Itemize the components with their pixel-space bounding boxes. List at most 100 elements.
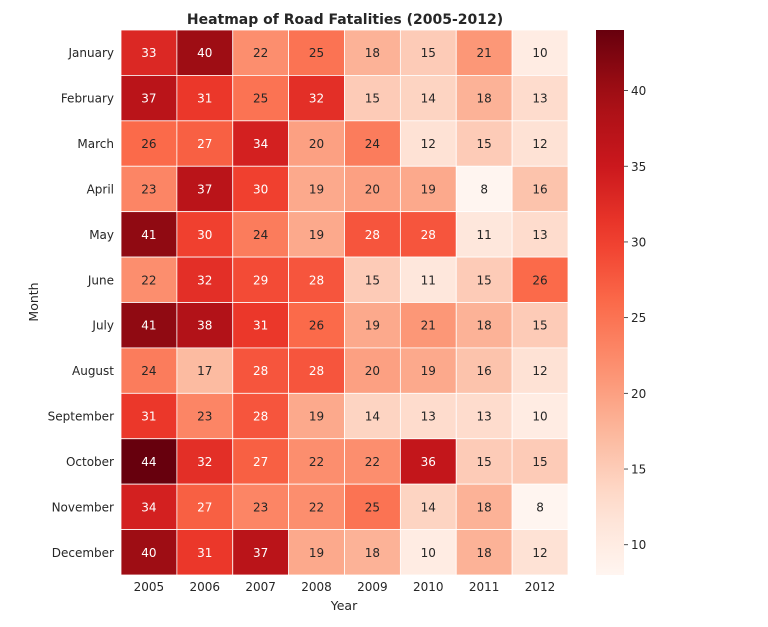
heatmap-cell	[176, 256, 234, 303]
heatmap-cell	[399, 529, 457, 576]
heatmap-cell	[288, 529, 345, 576]
cell-value-label: 14	[365, 410, 380, 424]
heatmap-cell	[288, 165, 345, 213]
y-tick-label: February	[61, 92, 114, 106]
cell-value-label: 30	[197, 228, 212, 242]
cell-value-label: 24	[141, 364, 156, 378]
heatmap-cell	[511, 29, 569, 76]
heatmap-cell	[511, 302, 569, 349]
cell-value-label: 18	[477, 500, 492, 514]
cell-value-label: 18	[477, 92, 492, 106]
x-tick-label: 2011	[469, 580, 500, 594]
cell-value-label: 13	[532, 92, 547, 106]
heatmap-cell	[176, 392, 234, 440]
cell-value-label: 22	[253, 46, 268, 60]
heatmap-cell	[176, 75, 234, 122]
heatmap-cell	[511, 120, 569, 167]
cell-value-label: 15	[365, 92, 380, 106]
heatmap-cell	[232, 438, 290, 485]
heatmap-cell	[455, 483, 513, 530]
cell-value-label: 19	[309, 546, 324, 560]
heatmap-cell	[455, 438, 513, 485]
heatmap-cell	[511, 529, 569, 576]
cell-value-label: 20	[365, 364, 380, 378]
heatmap-cell	[344, 165, 401, 213]
cell-value-label: 21	[477, 46, 492, 60]
heatmap-cell	[232, 256, 290, 303]
cell-value-label: 26	[141, 137, 156, 151]
cell-value-label: 18	[477, 546, 492, 560]
heatmap-cell	[232, 483, 290, 530]
heatmap-cell	[455, 211, 513, 258]
heatmap-cell	[232, 529, 290, 576]
cell-value-label: 24	[365, 137, 380, 151]
cell-value-label: 15	[532, 319, 547, 333]
y-tick-label: July	[91, 319, 114, 333]
cell-value-label: 15	[421, 46, 436, 60]
cell-value-label: 30	[253, 182, 268, 196]
heatmap-cell	[344, 392, 401, 440]
cell-value-label: 37	[253, 546, 268, 560]
y-tick-label: November	[52, 500, 114, 514]
x-tick-label: 2010	[413, 580, 444, 594]
cell-value-label: 26	[309, 319, 324, 333]
heatmap-cell	[232, 29, 290, 76]
cell-value-label: 28	[309, 364, 324, 378]
heatmap-cell	[511, 347, 569, 394]
heatmap-cell	[288, 120, 345, 167]
cell-value-label: 32	[197, 273, 212, 287]
cell-value-label: 12	[532, 137, 547, 151]
x-tick-label: 2009	[357, 580, 388, 594]
cell-value-label: 22	[309, 455, 324, 469]
heatmap-cell	[120, 29, 178, 76]
cell-value-label: 25	[365, 500, 380, 514]
colorbar-gradient	[596, 30, 624, 575]
cell-value-label: 25	[309, 46, 324, 60]
heatmap-cell	[344, 256, 401, 303]
cell-value-label: 12	[532, 364, 547, 378]
cell-value-label: 22	[309, 500, 324, 514]
cell-value-label: 16	[532, 182, 547, 196]
cell-value-label: 32	[309, 92, 324, 106]
heatmap-cell	[288, 438, 345, 485]
heatmap-cell	[511, 483, 569, 530]
heatmap-cell	[232, 392, 290, 440]
cell-value-label: 8	[536, 500, 544, 514]
cell-value-label: 19	[421, 364, 436, 378]
cell-value-label: 13	[477, 410, 492, 424]
heatmap-cell	[455, 302, 513, 349]
heatmap-cell	[399, 392, 457, 440]
cell-value-label: 36	[421, 455, 436, 469]
cell-value-label: 12	[421, 137, 436, 151]
cell-value-label: 28	[309, 273, 324, 287]
cell-value-label: 22	[365, 455, 380, 469]
cell-value-label: 28	[365, 228, 380, 242]
cell-value-label: 28	[253, 364, 268, 378]
y-tick-label: October	[66, 455, 114, 469]
heatmap-cell	[344, 347, 401, 394]
cell-value-label: 27	[253, 455, 268, 469]
cell-value-label: 37	[141, 92, 156, 106]
cell-value-label: 19	[309, 228, 324, 242]
cell-value-label: 37	[197, 182, 212, 196]
cell-value-label: 34	[141, 500, 156, 514]
cell-value-label: 19	[309, 410, 324, 424]
heatmap-cell	[232, 347, 290, 394]
y-tick-label: May	[89, 228, 114, 242]
cell-value-label: 41	[141, 228, 156, 242]
heatmap-cell	[344, 302, 401, 349]
cell-value-label: 20	[309, 137, 324, 151]
heatmap-cell	[511, 75, 569, 122]
heatmap-cell	[399, 120, 457, 167]
heatmap-cell	[455, 120, 513, 167]
colorbar-tick-label: 20	[631, 387, 646, 401]
cell-value-label: 19	[421, 182, 436, 196]
x-tick-label: 2008	[301, 580, 332, 594]
cell-value-label: 15	[532, 455, 547, 469]
cell-value-label: 26	[532, 273, 547, 287]
cell-value-label: 18	[477, 319, 492, 333]
cell-value-label: 11	[421, 273, 436, 287]
cell-value-label: 13	[421, 410, 436, 424]
cell-value-label: 44	[141, 455, 156, 469]
